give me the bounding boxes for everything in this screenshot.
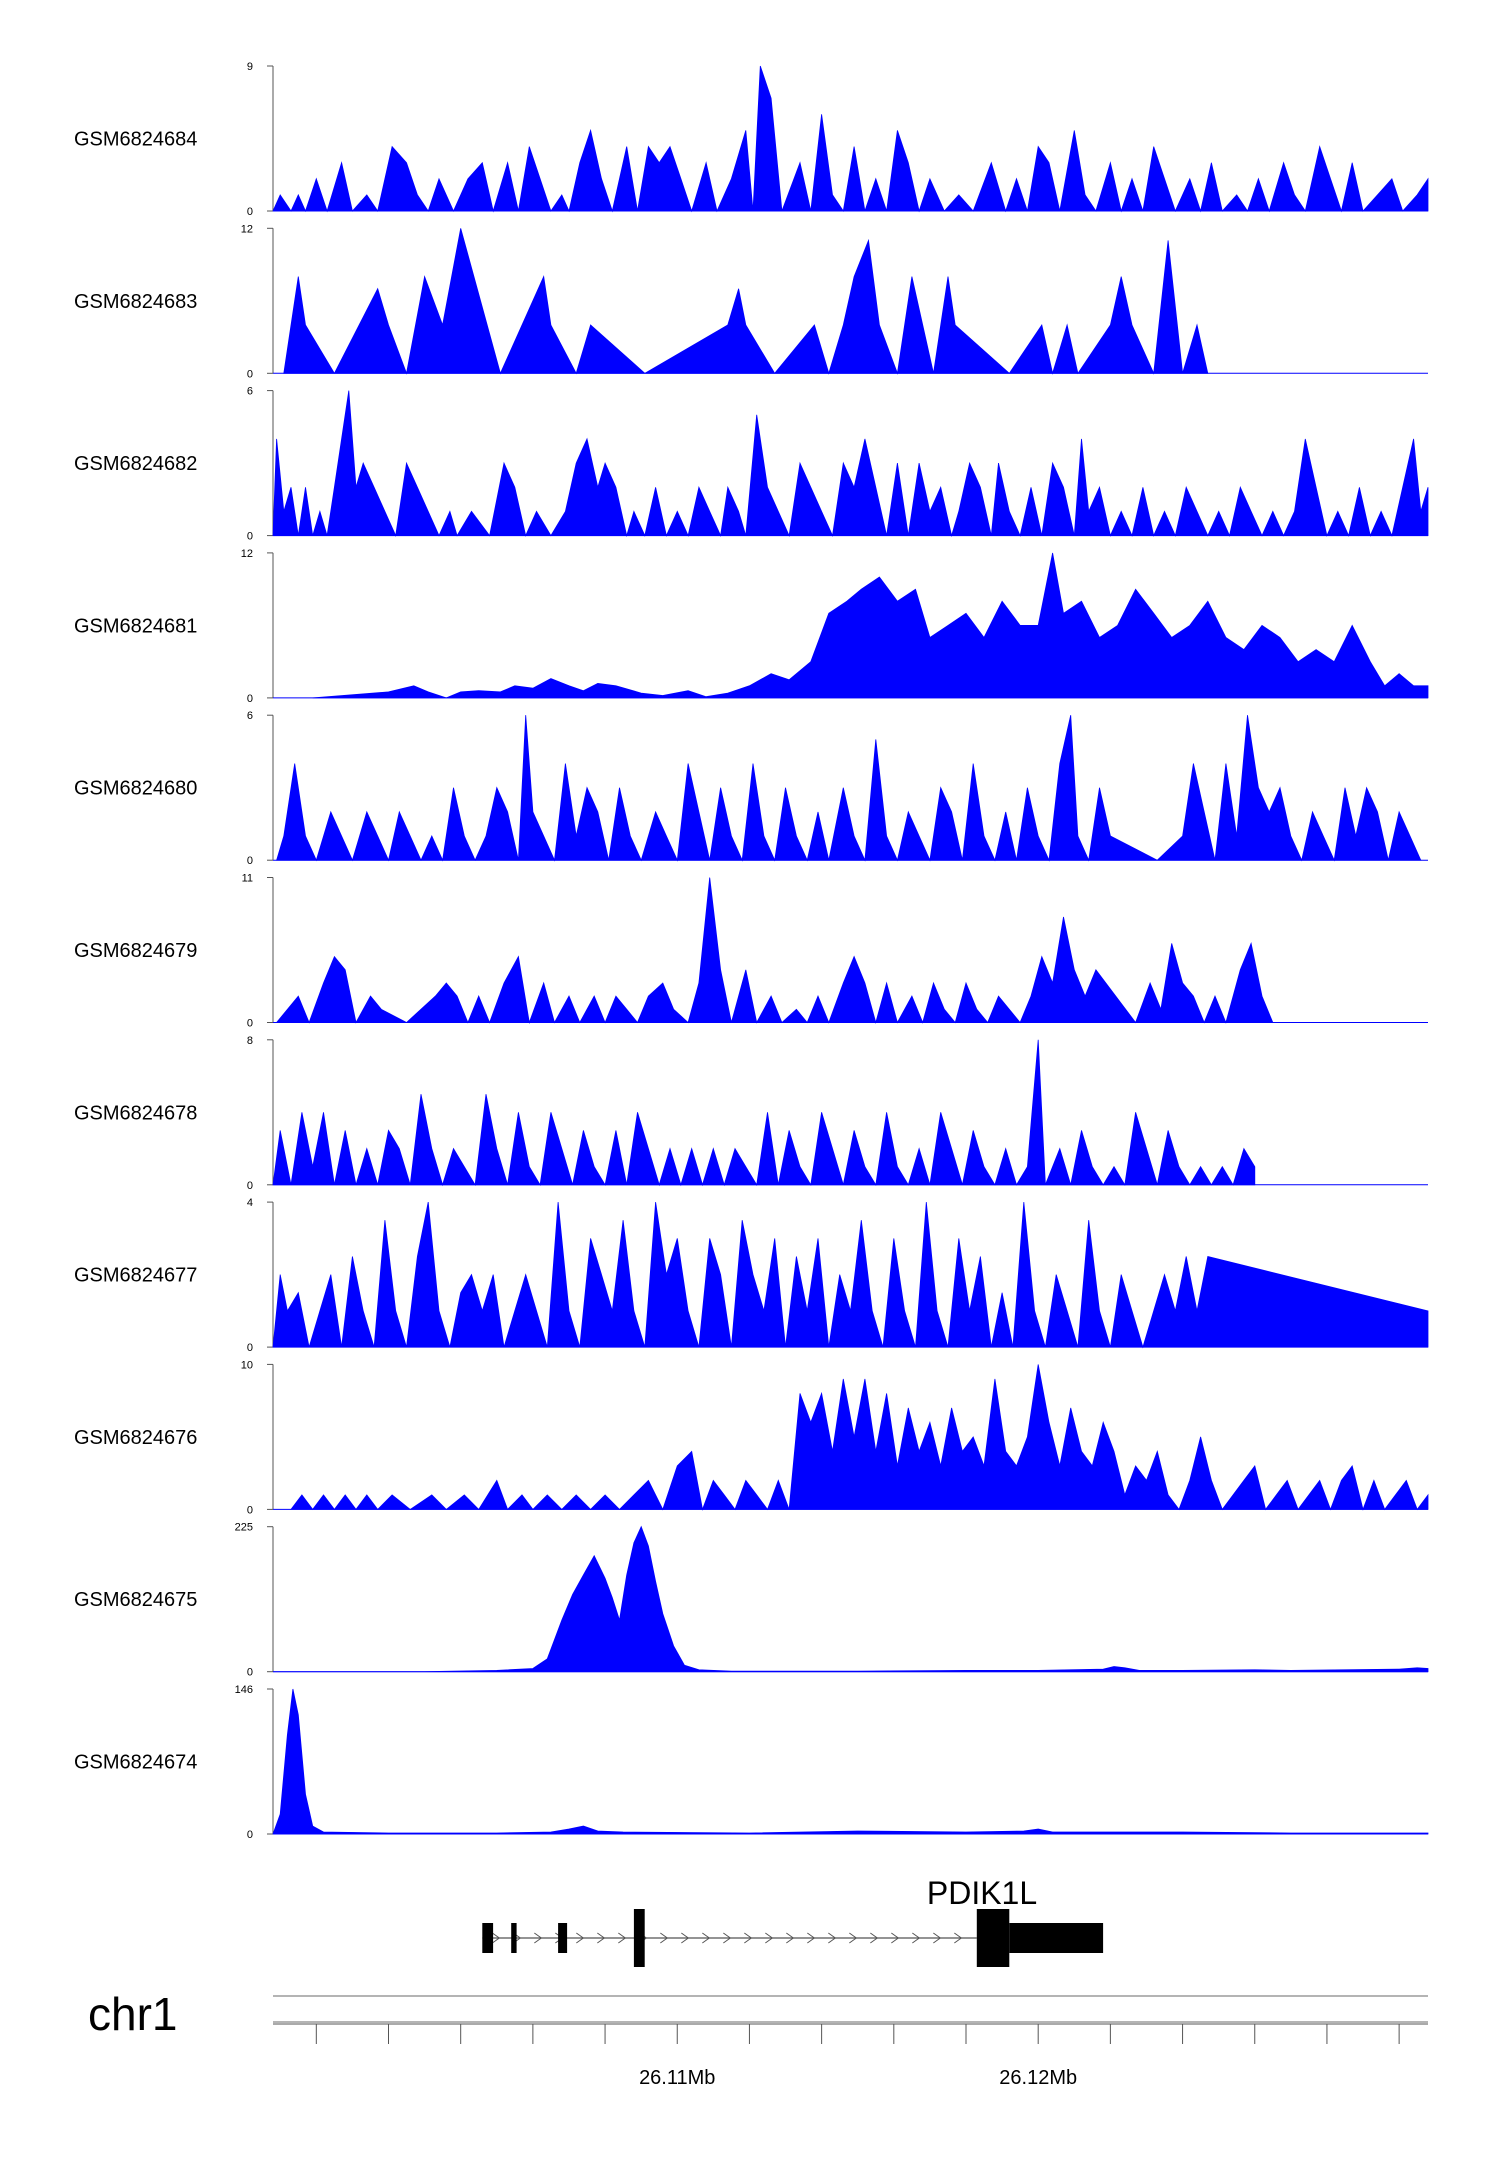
y-max-label: 6 bbox=[247, 386, 253, 398]
coverage-area bbox=[312, 552, 1429, 699]
strand-arrow bbox=[681, 1932, 690, 1944]
track-label: GSM6824677 bbox=[74, 1265, 197, 1287]
y-zero-label: 0 bbox=[247, 1180, 253, 1192]
x-tick-label: 26.12Mb bbox=[999, 2067, 1077, 2089]
y-max-label: 146 bbox=[235, 1684, 253, 1696]
strand-arrow bbox=[576, 1932, 585, 1944]
track-GSM6824678: GSM6824678 8 0 bbox=[74, 1035, 1428, 1192]
track-label: GSM6824681 bbox=[74, 615, 197, 637]
coverage-area bbox=[272, 1688, 1429, 1835]
track-label: GSM6824675 bbox=[74, 1589, 197, 1611]
genome-axis: chr1 26.11Mb 26.12Mb bbox=[88, 1988, 1428, 2089]
track-label: GSM6824679 bbox=[74, 940, 197, 962]
strand-arrow bbox=[534, 1932, 543, 1944]
gene-exon bbox=[633, 1909, 645, 1967]
track-label: GSM6824682 bbox=[74, 453, 197, 475]
y-zero-label: 0 bbox=[247, 368, 253, 380]
track-label: GSM6824684 bbox=[74, 129, 197, 151]
coverage-area bbox=[272, 65, 1429, 213]
y-max-label: 9 bbox=[247, 61, 253, 73]
coverage-area bbox=[272, 1202, 1429, 1349]
track-GSM6824682: GSM6824682 6 0 bbox=[74, 386, 1429, 543]
track-label: GSM6824683 bbox=[74, 291, 197, 313]
y-max-label: 6 bbox=[247, 710, 253, 722]
track-GSM6824683: GSM6824683 12 0 bbox=[74, 223, 1428, 380]
y-zero-label: 0 bbox=[247, 1829, 253, 1841]
track-GSM6824674: GSM6824674 146 0 bbox=[74, 1684, 1429, 1841]
y-max-label: 225 bbox=[235, 1522, 253, 1534]
gene-exon bbox=[482, 1923, 494, 1953]
coverage-area bbox=[276, 715, 1422, 862]
strand-arrow bbox=[744, 1932, 753, 1944]
y-zero-label: 0 bbox=[247, 693, 253, 705]
coverage-area bbox=[283, 228, 1209, 375]
track-GSM6824676: GSM6824676 10 0 bbox=[74, 1359, 1429, 1516]
track-GSM6824675: GSM6824675 225 0 bbox=[74, 1522, 1429, 1679]
track-label: GSM6824676 bbox=[74, 1427, 197, 1449]
strand-arrow bbox=[765, 1932, 774, 1944]
track-GSM6824679: GSM6824679 11 0 bbox=[74, 873, 1428, 1030]
track-GSM6824681: GSM6824681 12 0 bbox=[74, 548, 1429, 705]
track-GSM6824680: GSM6824680 6 0 bbox=[74, 710, 1428, 867]
y-max-label: 12 bbox=[241, 223, 253, 235]
strand-arrow bbox=[723, 1932, 732, 1944]
track-GSM6824684: GSM6824684 9 0 bbox=[74, 61, 1429, 218]
strand-arrow bbox=[828, 1932, 837, 1944]
y-max-label: 8 bbox=[247, 1035, 253, 1047]
y-max-label: 11 bbox=[242, 873, 253, 885]
coverage-area bbox=[273, 1525, 1429, 1673]
coverage-area bbox=[275, 877, 1274, 1025]
strand-arrow bbox=[492, 1932, 501, 1944]
y-max-label: 10 bbox=[241, 1359, 253, 1371]
track-GSM6824677: GSM6824677 4 0 bbox=[74, 1197, 1429, 1354]
y-max-label: 12 bbox=[241, 548, 253, 560]
y-zero-label: 0 bbox=[247, 1504, 253, 1516]
chromosome-label: chr1 bbox=[88, 1988, 177, 2040]
x-tick-label: 26.11Mb bbox=[639, 2067, 715, 2089]
strand-arrow bbox=[954, 1932, 963, 1944]
y-zero-label: 0 bbox=[247, 206, 253, 218]
track-label: GSM6824678 bbox=[74, 1102, 197, 1124]
coverage-area bbox=[290, 1364, 1429, 1511]
strand-arrow bbox=[786, 1932, 795, 1944]
coverage-area bbox=[272, 1039, 1256, 1187]
y-zero-label: 0 bbox=[247, 1018, 253, 1030]
y-zero-label: 0 bbox=[247, 855, 253, 867]
track-label: GSM6824680 bbox=[74, 778, 197, 800]
y-zero-label: 0 bbox=[247, 1667, 253, 1679]
strand-arrow bbox=[933, 1932, 942, 1944]
strand-arrow bbox=[660, 1932, 669, 1944]
gene-annotation: PDIK1L bbox=[482, 1875, 1104, 1967]
y-max-label: 4 bbox=[247, 1197, 253, 1209]
strand-arrow bbox=[597, 1932, 606, 1944]
gene-label: PDIK1L bbox=[927, 1875, 1037, 1911]
strand-arrow bbox=[870, 1932, 879, 1944]
strand-arrow bbox=[891, 1932, 900, 1944]
strand-arrow bbox=[849, 1932, 858, 1944]
strand-arrow bbox=[702, 1932, 711, 1944]
track-label: GSM6824674 bbox=[74, 1752, 197, 1774]
gene-exon bbox=[976, 1909, 1010, 1967]
coverage-tracks: GSM682468490GSM6824683120GSM682468260GSM… bbox=[74, 61, 1429, 1841]
coverage-area bbox=[272, 390, 1429, 538]
strand-arrow bbox=[912, 1932, 921, 1944]
strand-arrow bbox=[618, 1932, 627, 1944]
gene-exon bbox=[558, 1923, 568, 1953]
gene-exon bbox=[1009, 1923, 1104, 1953]
y-zero-label: 0 bbox=[247, 1342, 253, 1354]
strand-arrow bbox=[807, 1932, 816, 1944]
gene-exon bbox=[511, 1923, 517, 1953]
y-zero-label: 0 bbox=[247, 531, 253, 543]
